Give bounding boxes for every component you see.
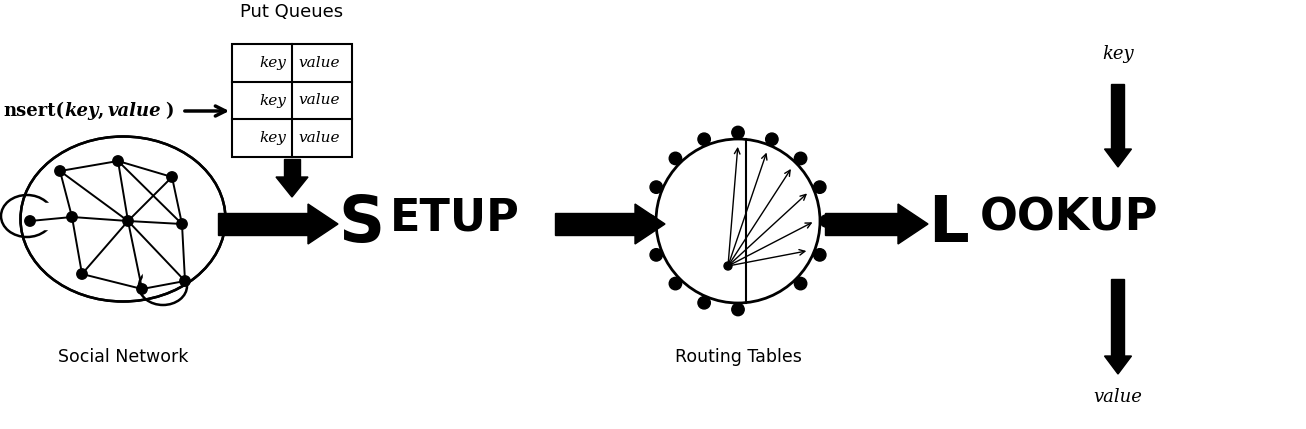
Polygon shape [43, 203, 67, 229]
Circle shape [650, 181, 662, 193]
Circle shape [765, 133, 778, 145]
Bar [232, 44, 353, 157]
Text: key: key [259, 56, 286, 70]
Circle shape [112, 156, 123, 166]
Text: value: value [298, 56, 340, 70]
Text: nsert(: nsert( [3, 102, 64, 120]
Circle shape [697, 133, 710, 145]
Circle shape [669, 152, 682, 165]
Circle shape [67, 212, 77, 222]
Circle shape [644, 215, 656, 227]
Polygon shape [635, 204, 665, 244]
Circle shape [137, 284, 148, 294]
Text: value: value [298, 131, 340, 145]
Circle shape [669, 278, 682, 290]
Text: key: key [64, 102, 99, 120]
Circle shape [814, 249, 825, 261]
Text: ,: , [98, 102, 104, 120]
Circle shape [77, 269, 88, 279]
Circle shape [731, 303, 744, 316]
Text: Social Network: Social Network [57, 348, 188, 366]
Text: L: L [929, 193, 969, 255]
Text: S: S [338, 193, 384, 255]
Text: ETUP: ETUP [390, 196, 520, 239]
Text: Put Queues: Put Queues [240, 3, 343, 21]
Polygon shape [899, 204, 929, 244]
Circle shape [794, 278, 807, 290]
Bar [1111, 84, 1124, 149]
Polygon shape [1105, 149, 1131, 167]
Circle shape [731, 126, 744, 139]
Circle shape [180, 276, 191, 286]
Circle shape [25, 216, 35, 226]
Text: value: value [298, 94, 340, 108]
Text: key: key [259, 94, 286, 108]
Text: key: key [259, 131, 286, 145]
Text: key: key [1102, 45, 1134, 63]
Circle shape [123, 216, 133, 226]
Circle shape [724, 262, 731, 270]
Polygon shape [1105, 356, 1131, 374]
Text: value: value [1093, 388, 1143, 406]
Polygon shape [276, 177, 308, 197]
Polygon shape [308, 204, 338, 244]
Polygon shape [142, 263, 183, 283]
Circle shape [814, 181, 825, 193]
Bar [1111, 279, 1124, 356]
Text: Routing Tables: Routing Tables [675, 348, 802, 366]
Bar [555, 213, 635, 235]
Circle shape [176, 219, 187, 229]
Circle shape [650, 249, 662, 261]
Circle shape [167, 172, 178, 182]
Text: value: value [108, 102, 162, 120]
Bar [283, 159, 300, 177]
Circle shape [820, 215, 833, 227]
Text: OOKUP: OOKUP [980, 196, 1158, 239]
Circle shape [794, 152, 807, 165]
Text: ): ) [165, 102, 174, 120]
Bar [218, 213, 308, 235]
Circle shape [697, 296, 710, 309]
Circle shape [55, 166, 65, 176]
Bar [825, 213, 899, 235]
